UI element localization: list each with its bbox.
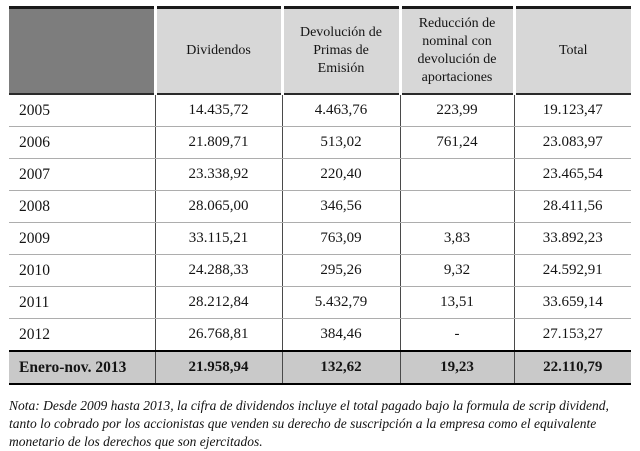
total-row: Enero-nov. 2013 21.958,94 132,62 19,23 2…: [9, 350, 631, 385]
table-row: 2010 24.288,33 295,26 9,32 24.592,91: [9, 254, 631, 287]
year-cell: 2012: [9, 318, 155, 352]
remuneration-table: Dividendos Devolución de Primas de Emisi…: [9, 6, 631, 385]
year-cell: 2006: [9, 126, 155, 159]
dividendos-cell: 14.435,72: [154, 94, 282, 127]
table-row: 2006 21.809,71 513,02 761,24 23.083,97: [9, 126, 631, 159]
corner-cell: [9, 7, 155, 95]
header-row: Dividendos Devolución de Primas de Emisi…: [9, 7, 631, 95]
reduccion-cell: 223,99: [399, 94, 514, 127]
total-cell: 33.892,23: [513, 222, 631, 255]
total-cell: 27.153,27: [513, 318, 631, 352]
devolucion-cell: 295,26: [281, 254, 400, 287]
devolucion-cell: 4.463,76: [281, 94, 400, 127]
total-cell: 24.592,91: [513, 254, 631, 287]
reduccion-cell: 3,83: [399, 222, 514, 255]
dividendos-cell: 21.958,94: [154, 350, 282, 385]
dividendos-cell: 26.768,81: [154, 318, 282, 352]
year-cell: 2011: [9, 286, 155, 319]
dividendos-cell: 21.809,71: [154, 126, 282, 159]
year-cell: 2005: [9, 94, 155, 127]
devolucion-cell: 384,46: [281, 318, 400, 352]
total-cell: 23.083,97: [513, 126, 631, 159]
table-row: 2005 14.435,72 4.463,76 223,99 19.123,47: [9, 94, 631, 127]
reduccion-cell: 13,51: [399, 286, 514, 319]
year-cell: Enero-nov. 2013: [9, 350, 155, 385]
table-row: 2011 28.212,84 5.432,79 13,51 33.659,14: [9, 286, 631, 319]
col-header-reduccion-nominal: Reducción de nominal con devolución de a…: [398, 7, 514, 95]
table-row: 2007 23.338,92 220,40 23.465,54: [9, 158, 631, 191]
total-cell: 22.110,79: [513, 350, 631, 385]
reduccion-cell: 19,23: [399, 350, 514, 385]
total-cell: 23.465,54: [513, 158, 631, 191]
total-cell: 19.123,47: [513, 94, 631, 127]
year-cell: 2008: [9, 190, 155, 223]
total-cell: 33.659,14: [513, 286, 631, 319]
reduccion-cell: 761,24: [399, 126, 514, 159]
reduccion-cell: [399, 158, 514, 191]
table-row: 2009 33.115,21 763,09 3,83 33.892,23: [9, 222, 631, 255]
reduccion-cell: [399, 190, 514, 223]
dividendos-cell: 33.115,21: [154, 222, 282, 255]
col-header-dividendos: Dividendos: [153, 7, 282, 95]
year-cell: 2010: [9, 254, 155, 287]
devolucion-cell: 220,40: [281, 158, 400, 191]
devolucion-cell: 346,56: [281, 190, 400, 223]
year-cell: 2009: [9, 222, 155, 255]
dividendos-cell: 23.338,92: [154, 158, 282, 191]
reduccion-cell: 9,32: [399, 254, 514, 287]
col-header-total: Total: [512, 7, 631, 95]
devolucion-cell: 132,62: [281, 350, 400, 385]
col-header-devolucion-primas: Devolución de Primas de Emisión: [280, 7, 400, 95]
table-row: 2012 26.768,81 384,46 - 27.153,27: [9, 318, 631, 352]
year-cell: 2007: [9, 158, 155, 191]
dividendos-cell: 24.288,33: [154, 254, 282, 287]
dividendos-cell: 28.065,00: [154, 190, 282, 223]
table-row: 2008 28.065,00 346,56 28.411,56: [9, 190, 631, 223]
dividendos-cell: 28.212,84: [154, 286, 282, 319]
reduccion-cell: -: [399, 318, 514, 352]
devolucion-cell: 5.432,79: [281, 286, 400, 319]
devolucion-cell: 513,02: [281, 126, 400, 159]
devolucion-cell: 763,09: [281, 222, 400, 255]
total-cell: 28.411,56: [513, 190, 631, 223]
footnote: Nota: Desde 2009 hasta 2013, la cifra de…: [9, 398, 609, 449]
